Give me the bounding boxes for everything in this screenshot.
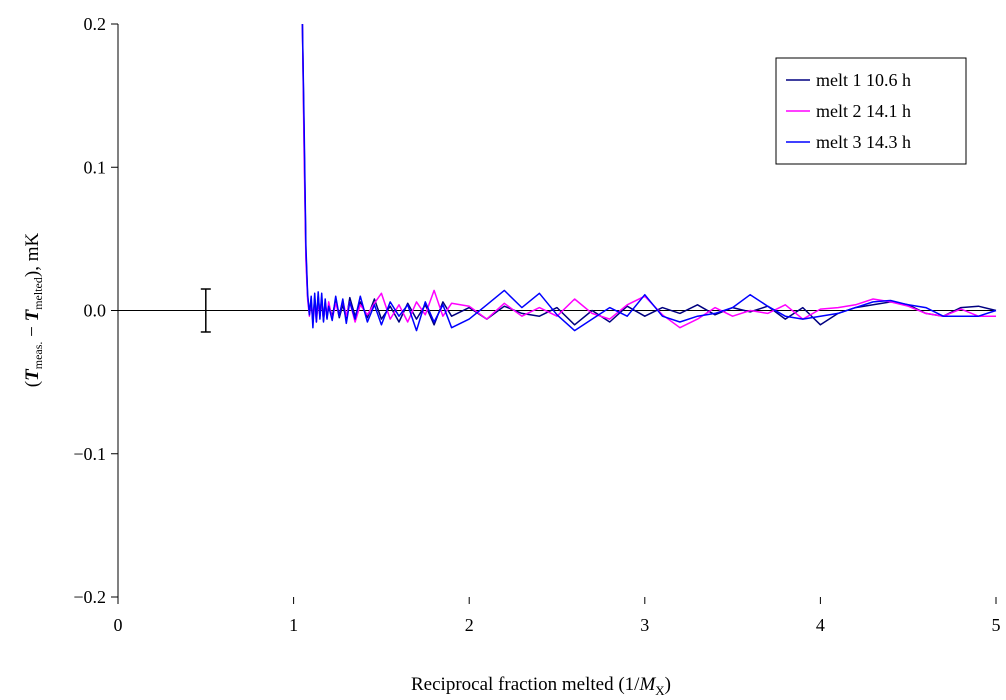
legend-label-melt-2: melt 2 14.1 h [816, 101, 911, 121]
y-tick-label: 0.0 [84, 301, 107, 321]
y-axis-title: (Tmeas. − Tmelted), mK [22, 233, 45, 388]
x-ticks: 0 1 2 3 4 5 [114, 597, 1001, 635]
legend-label-melt-1: melt 1 10.6 h [816, 70, 911, 90]
legend-label-melt-3: melt 3 14.3 h [816, 132, 911, 152]
y-ticks: −0.2 −0.1 0.0 0.1 0.2 [73, 14, 118, 607]
series-line-melt-3 [301, 23, 997, 332]
x-tick-label: 4 [816, 615, 825, 635]
plot-area: 0 1 2 3 4 5 −0.2 −0.1 0.0 0.1 0.2 [73, 14, 1000, 635]
y-tick-label: −0.2 [73, 587, 106, 607]
x-tick-label: 2 [465, 615, 474, 635]
error-bar [200, 288, 211, 333]
x-tick-label: 3 [640, 615, 649, 635]
x-tick-label: 0 [114, 615, 123, 635]
legend: melt 1 10.6 h melt 2 14.1 h melt 3 14.3 … [775, 57, 967, 165]
x-axis-title: Reciprocal fraction melted (1/MX) [411, 674, 671, 698]
series-lines [301, 23, 997, 332]
y-tick-label: 0.2 [84, 14, 107, 34]
y-tick-label: 0.1 [84, 157, 107, 177]
x-tick-label: 5 [992, 615, 1001, 635]
x-tick-label: 1 [289, 615, 298, 635]
y-tick-label: −0.1 [73, 444, 106, 464]
